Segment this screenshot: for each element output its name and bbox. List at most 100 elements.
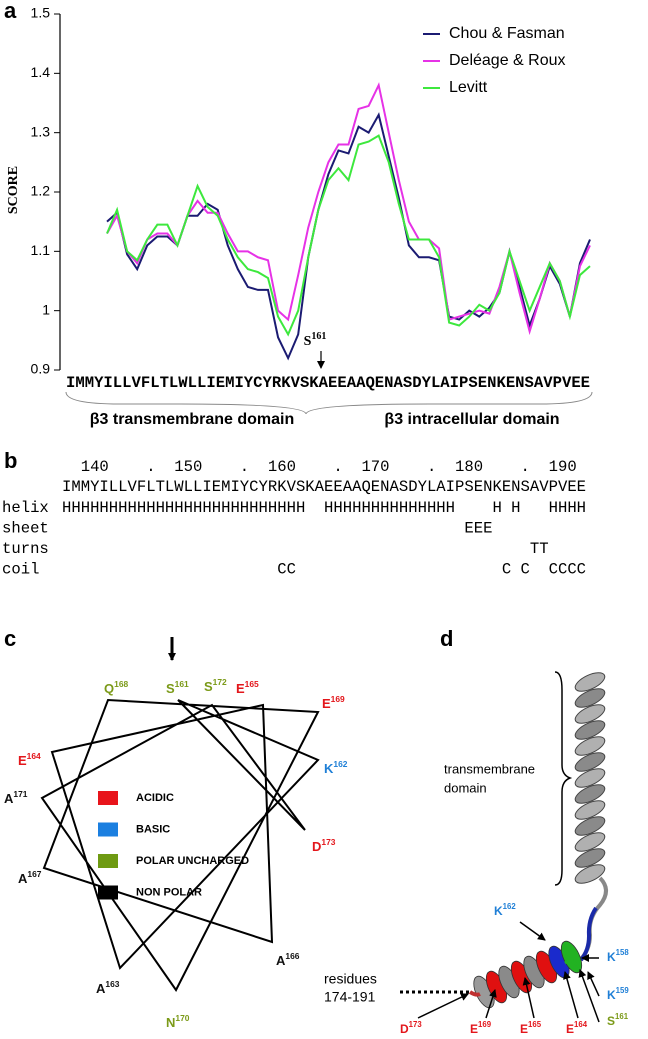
pointer: [519, 921, 546, 941]
y-tick-label: 0.9: [31, 361, 51, 377]
residue-label: A166: [276, 951, 300, 968]
residue-number: 162: [333, 759, 347, 769]
structure: [400, 671, 608, 1009]
pointer: [578, 969, 600, 1023]
helix-turn: [574, 768, 606, 788]
legend-swatch: [98, 885, 118, 900]
residue-label: E169: [470, 1020, 492, 1036]
residue-label: D173: [400, 1020, 422, 1036]
residue-number: 173: [409, 1020, 423, 1029]
pointer: [417, 993, 469, 1019]
helix-turn: [574, 704, 606, 724]
residue-label: K162: [324, 759, 348, 776]
residue-label: E165: [236, 679, 259, 696]
residue-letter: E: [520, 1022, 528, 1036]
sequence: IMMYILLVFLTLWLLIEMIYCYRKVSKAEEAAQENASDYL…: [62, 478, 586, 496]
juxta-helix: [468, 940, 583, 1009]
legend-label: NON POLAR: [136, 886, 202, 898]
residue-number: 173: [321, 837, 335, 847]
residue-number: 169: [478, 1020, 492, 1029]
residue-number: 161: [175, 679, 189, 689]
panel-label: b: [4, 448, 17, 473]
series-line: [106, 134, 591, 337]
linker-basic: [579, 906, 598, 962]
residue-label: S161: [607, 1012, 629, 1028]
residue-letter: N: [166, 1015, 175, 1030]
residue-number: 164: [27, 751, 41, 761]
residue-letter: E: [470, 1022, 478, 1036]
residue-number: 163: [105, 979, 119, 989]
track-name: sheet: [2, 520, 49, 538]
residue-letter: D: [312, 839, 321, 854]
residue-letter: K: [607, 950, 616, 964]
serine-side-chain: [564, 953, 578, 967]
legend-label: BASIC: [136, 823, 170, 835]
residue-number: 169: [331, 694, 345, 704]
legend-label: ACIDIC: [136, 792, 174, 804]
residue-label: Q168: [104, 679, 129, 696]
domain-brace: [65, 391, 593, 415]
residue-letter: S: [166, 681, 175, 696]
note: 174-191: [324, 989, 376, 1005]
ruler: 140 . 150 . 160 . 170 . 180 . 190: [62, 458, 577, 476]
residue-letter: A: [18, 871, 28, 886]
residue-label: A163: [96, 979, 120, 996]
residue-letter: Q: [104, 681, 114, 696]
annotation-letter: S: [304, 334, 312, 349]
panel-label: c: [4, 626, 16, 651]
residue-number: 162: [503, 902, 517, 911]
residue-number: 158: [616, 948, 630, 957]
helix-turn: [574, 688, 606, 708]
residue-label: K162: [494, 902, 516, 918]
residue-letter: A: [96, 981, 106, 996]
y-tick-label: 1.4: [31, 64, 51, 80]
series-line: [106, 82, 591, 336]
residue-letter: E: [236, 681, 245, 696]
y-tick-label: 1.3: [31, 123, 51, 139]
residue-number: 167: [27, 869, 41, 879]
residue-number: 166: [285, 951, 299, 961]
panel-label: a: [4, 0, 17, 23]
residue-label: S161: [166, 679, 189, 696]
residue-label: S172: [204, 677, 227, 694]
annotation: S161: [304, 331, 327, 349]
helix-turn: [574, 672, 606, 692]
linker: [578, 876, 608, 962]
helix-turn: [574, 848, 606, 868]
track-name: turns: [2, 540, 49, 558]
track: HHHHHHHHHHHHHHHHHHHHHHHHHH HHHHHHHHHHHHH…: [62, 499, 586, 517]
residue-letter: A: [4, 791, 14, 806]
domain-label: domain: [444, 780, 487, 795]
track-name: helix: [2, 499, 49, 517]
legend-label: Levitt: [449, 79, 488, 96]
wheel: [40, 698, 320, 992]
residue-letter: A: [276, 953, 286, 968]
residue-number: 165: [245, 679, 259, 689]
residue-number: 171: [13, 789, 27, 799]
y-tick-label: 1: [42, 301, 50, 317]
residue-number: 170: [175, 1013, 189, 1023]
residue-label: A167: [18, 869, 42, 886]
track: CC C C CCCC: [62, 561, 586, 579]
pointer: [522, 977, 535, 1019]
helix-turn: [574, 784, 606, 804]
residue-number: 165: [528, 1020, 542, 1029]
legend-swatch: [98, 791, 118, 805]
legend-label: Chou & Fasman: [449, 25, 565, 42]
annotation-number: 161: [311, 331, 326, 342]
residue-letter: K: [494, 904, 503, 918]
residue-label: E169: [322, 694, 345, 711]
helix-turn: [574, 720, 606, 740]
residue-label: E164: [18, 751, 41, 768]
y-tick-label: 1.5: [31, 5, 51, 21]
domain-label: β3 intracellular domain: [384, 411, 559, 428]
helix-turn: [574, 752, 606, 772]
residue-letter: S: [204, 679, 213, 694]
residue-letter: E: [322, 696, 331, 711]
residue-label: E164: [566, 1020, 588, 1036]
legend-swatch: [98, 822, 118, 837]
helix-turn: [574, 736, 606, 756]
residue-letter: K: [607, 988, 616, 1002]
residue-letter: S: [607, 1014, 615, 1028]
